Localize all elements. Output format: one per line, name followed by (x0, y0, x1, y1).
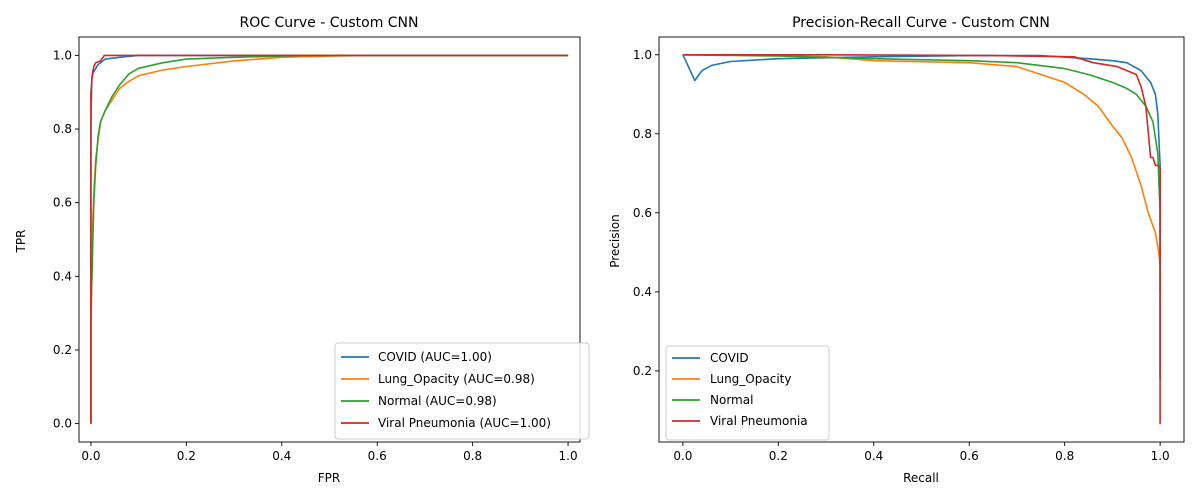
pr-y-ticks: 0.2 0.4 0.6 0.8 1.0 (633, 48, 652, 378)
legend-frame (334, 342, 590, 440)
pr-x-ticks: 0.0 0.2 0.4 0.6 0.8 1.0 (673, 449, 1169, 463)
x-tick-label: 0.8 (463, 449, 482, 463)
y-tick-label: 0.2 (53, 343, 72, 357)
y-tick-label: 0.6 (633, 206, 652, 220)
legend-entry: Lung_Opacity (710, 372, 791, 386)
legend-frame (665, 345, 830, 441)
y-tick-label: 1.0 (633, 48, 652, 62)
series-line (682, 54, 1161, 425)
roc-x-axis-label: FPR (318, 471, 340, 485)
pr-legend: COVID Lung_Opacity Normal Viral Pneumoni… (665, 345, 830, 441)
roc-x-ticks: 0.0 0.2 0.4 0.6 0.8 1.0 (81, 449, 577, 463)
roc-title: ROC Curve - Custom CNN (239, 15, 418, 31)
pr-title: Precision-Recall Curve - Custom CNN (792, 15, 1050, 31)
x-tick-label: 0.2 (177, 449, 196, 463)
y-tick-label: 0.4 (53, 269, 72, 283)
roc-panel: ROC Curve - Custom CNN FPR TPR 0.0 0.2 0… (14, 15, 590, 485)
y-tick-label: 1.0 (53, 48, 72, 62)
x-tick-label: 0.2 (769, 449, 788, 463)
x-tick-label: 0.6 (960, 449, 979, 463)
legend-entry: Normal (710, 393, 753, 407)
x-tick-label: 0.0 (673, 449, 692, 463)
legend-entry: Lung_Opacity (AUC=0.98) (378, 372, 535, 386)
legend-entry: Normal (AUC=0.98) (378, 394, 497, 408)
x-tick-label: 0.6 (368, 449, 387, 463)
y-tick-label: 0.8 (633, 127, 652, 141)
series-line (90, 54, 569, 424)
series-line (682, 54, 1161, 292)
roc-legend: COVID (AUC=1.00) Lung_Opacity (AUC=0.98)… (334, 342, 590, 440)
x-tick-label: 1.0 (559, 449, 578, 463)
legend-entry: Viral Pneumonia (AUC=1.00) (378, 416, 551, 430)
pr-y-axis-label: Precision (608, 214, 622, 268)
roc-y-ticks: 0.0 0.2 0.4 0.6 0.8 1.0 (53, 48, 72, 430)
roc-y-axis-label: TPR (14, 230, 28, 254)
pr-plot-area (655, 36, 1185, 446)
x-tick-label: 0.8 (1055, 449, 1074, 463)
y-tick-label: 0.6 (53, 196, 72, 210)
series-lines (682, 54, 1161, 425)
y-tick-label: 0.4 (633, 285, 652, 299)
pr-panel: Precision-Recall Curve - Custom CNN Reca… (608, 15, 1185, 485)
series-line (682, 54, 1161, 265)
x-tick-label: 0.0 (81, 449, 100, 463)
axes-frame (658, 36, 1185, 443)
series-line (90, 54, 569, 424)
legend-entry: COVID (710, 351, 749, 365)
y-tick-label: 0.8 (53, 122, 72, 136)
series-lines (90, 54, 569, 424)
x-tick-label: 0.4 (864, 449, 883, 463)
roc-plot-area (75, 36, 581, 446)
legend-entry: COVID (AUC=1.00) (378, 350, 492, 364)
axes-frame (78, 36, 581, 443)
legend-entry: Viral Pneumonia (710, 414, 808, 428)
y-tick-label: 0.2 (633, 364, 652, 378)
y-tick-label: 0.0 (53, 417, 72, 431)
x-tick-label: 1.0 (1151, 449, 1170, 463)
x-tick-label: 0.4 (272, 449, 291, 463)
pr-x-axis-label: Recall (903, 471, 939, 485)
